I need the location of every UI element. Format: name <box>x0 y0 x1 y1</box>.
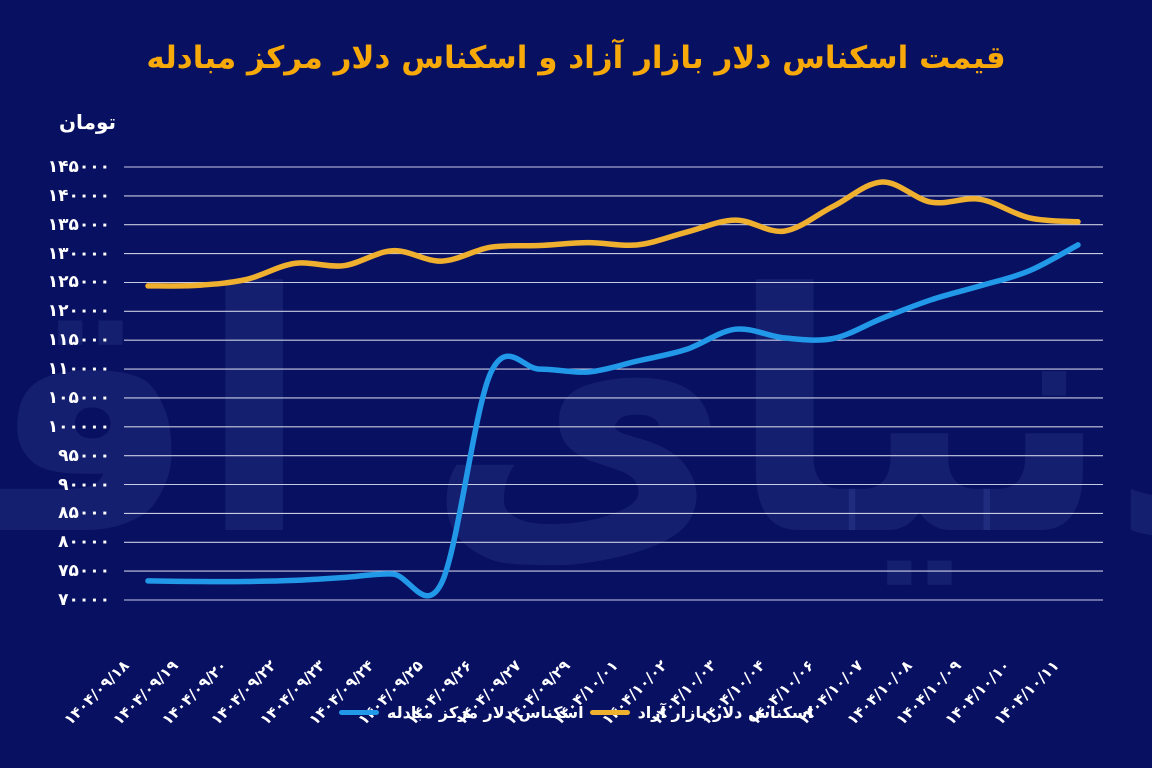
legend-item-exchange-center: اسکناس دلار مرکز مبادله <box>338 703 584 722</box>
legend-label-exchange-center: اسکناس دلار مرکز مبادله <box>386 703 584 722</box>
y-tick-label: ۱۱۰۰۰۰ <box>47 359 110 380</box>
y-tick-label: ۱۰۵۰۰۰ <box>47 387 110 408</box>
y-axis-unit-label: تومان <box>58 110 116 134</box>
y-tick-label: ۱۳۵۰۰۰ <box>47 214 110 235</box>
legend-item-free-market: اسکناس دلار بازار آزاد <box>589 703 814 722</box>
y-tick-label: ۱۰۰۰۰۰ <box>47 416 110 437</box>
chart-title: قیمت اسکناس دلار بازار آزاد و اسکناس دلا… <box>146 40 1006 76</box>
gridlines <box>124 166 1103 601</box>
y-tick-label: ۹۰۰۰۰ <box>58 474 110 495</box>
y-tick-label: ۷۵۰۰۰ <box>58 561 110 582</box>
y-tick-label: ۸۵۰۰۰ <box>58 503 110 524</box>
y-tick-label: ۱۲۰۰۰۰ <box>47 301 110 322</box>
y-tick-label: ۷۰۰۰۰ <box>58 590 110 610</box>
y-tick-label: ۹۵۰۰۰ <box>58 445 110 466</box>
legend-swatch-free-market <box>589 710 630 715</box>
series-line-exchange-center <box>145 242 1081 599</box>
y-tick-label: ۱۲۵۰۰۰ <box>47 272 110 293</box>
series-line-free-market <box>145 179 1081 289</box>
legend-label-free-market: اسکناس دلار بازار آزاد <box>637 703 814 722</box>
y-tick-label: ۱۳۰۰۰۰ <box>47 243 110 264</box>
y-tick-label: ۱۴۰۰۰۰ <box>47 185 110 206</box>
y-tick-label: ۱۴۵۰۰۰ <box>47 157 110 177</box>
y-tick-label: ۸۰۰۰۰ <box>58 532 110 553</box>
y-tick-label: ۱۱۵۰۰۰ <box>47 330 110 351</box>
legend-swatch-exchange-center <box>338 710 379 715</box>
chart-legend: اسکناس دلار بازار آزاد اسکناس دلار مرکز … <box>0 703 1152 722</box>
